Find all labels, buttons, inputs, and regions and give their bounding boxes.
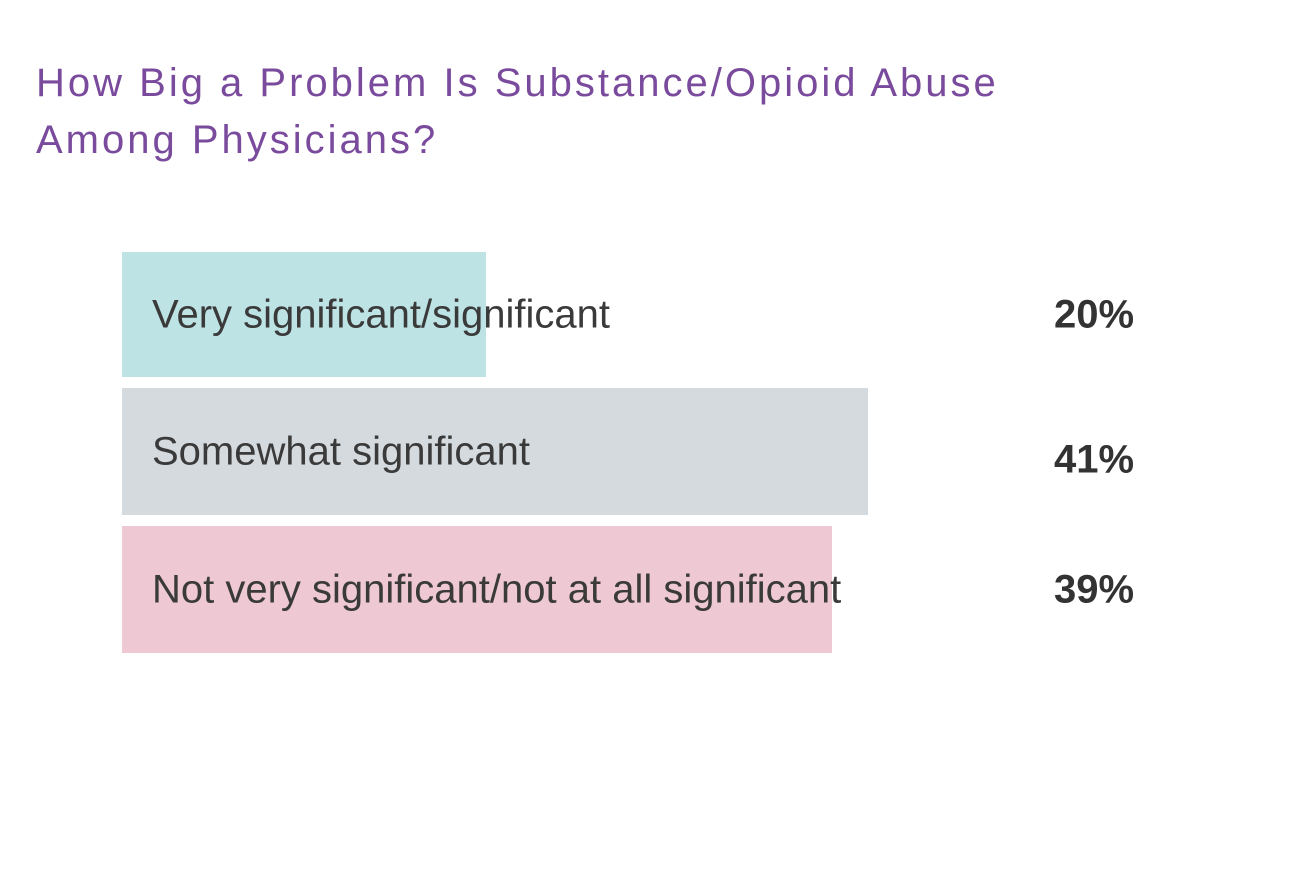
chart-title-line1: How Big a Problem Is Substance/Opioid Ab… bbox=[36, 60, 999, 105]
bar-somewhat-significant bbox=[122, 388, 868, 515]
bar-label-somewhat-significant: Somewhat significant bbox=[152, 429, 530, 473]
bar-not-very-significant bbox=[122, 526, 832, 653]
bar-value-very-significant: 20% bbox=[1053, 292, 1135, 336]
bar-label-not-very-significant: Not very significant/not at all signific… bbox=[152, 567, 842, 611]
bar-row-very-significant: Very significant/significant 20% bbox=[0, 252, 1290, 377]
bar-value-somewhat-significant: 41% bbox=[1053, 437, 1135, 481]
bar-row-somewhat-significant: Somewhat significant 41% bbox=[0, 388, 1290, 515]
bar-row-not-very-significant: Not very significant/not at all signific… bbox=[0, 526, 1290, 653]
bar-label-very-significant: Very significant/significant bbox=[152, 292, 611, 336]
bar-very-significant bbox=[122, 252, 486, 377]
chart-title: How Big a Problem Is Substance/Opioid Ab… bbox=[36, 55, 1136, 169]
chart-title-line2: Among Physicians? bbox=[36, 117, 439, 162]
bar-value-not-very-significant: 39% bbox=[1053, 567, 1135, 611]
